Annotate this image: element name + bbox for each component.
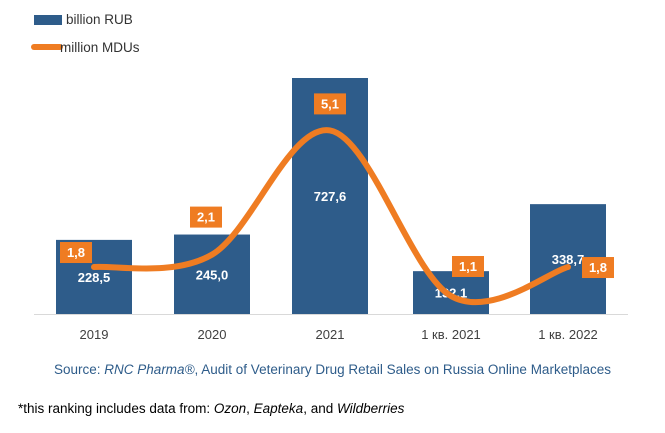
- line-value-label: 5,1: [314, 93, 346, 115]
- bar: [174, 234, 250, 314]
- legend-label-bar: billion RUB: [66, 12, 133, 27]
- legend-label-line: million MDUs: [60, 40, 140, 55]
- line-value-label: 1,8: [60, 242, 92, 264]
- footnote-item-ozon: Ozon: [213, 401, 247, 416]
- source-rest: , Audit of Veterinary Drug Retail Sales …: [194, 362, 611, 377]
- line-value-box: [452, 256, 484, 277]
- bar-value-label: 338,7: [552, 252, 585, 267]
- line-value-label: 1,1: [452, 256, 484, 277]
- line-value-text: 2,1: [197, 210, 215, 225]
- bar-value-label: 245,0: [196, 267, 229, 282]
- line-value-box: [60, 242, 92, 264]
- legend-swatch-bar: [34, 15, 62, 25]
- x-tick-label: 2019: [80, 327, 109, 342]
- source-note: Source: RNC Pharma®, Audit of Veterinary…: [0, 362, 665, 377]
- footnote-item-eapteka: Eapteka: [253, 401, 304, 416]
- line-value-label: 1,8: [582, 257, 614, 279]
- line-value-box: [582, 257, 614, 279]
- series-line: [91, 127, 571, 306]
- line-value-text: 1,1: [459, 259, 477, 274]
- bar: [292, 78, 368, 314]
- source-prefix: Source:: [54, 362, 105, 377]
- line-value-text: 1,8: [67, 245, 85, 260]
- footnote-sep-2: , and: [303, 401, 337, 416]
- footnote-sep-1: ,: [246, 401, 254, 416]
- legend: billion RUB million MDUs: [31, 12, 140, 55]
- x-tick-label: 1 кв. 2022: [538, 327, 598, 342]
- x-tick-label: 2020: [198, 327, 227, 342]
- source-brand: RNC Pharma®: [104, 362, 195, 377]
- x-tick-label: 2021: [316, 327, 345, 342]
- line-value-box: [190, 206, 222, 228]
- footnote-item-wildberries: Wildberries: [336, 401, 405, 416]
- bar-value-label: 228,5: [78, 270, 111, 285]
- line-value-text: 5,1: [321, 96, 339, 111]
- bar-value-label: 727,6: [314, 189, 347, 204]
- line-value-box: [314, 93, 346, 115]
- footnote: *this ranking includes data from: Ozon , …: [18, 401, 404, 416]
- x-tick-label: 1 кв. 2021: [421, 327, 481, 342]
- line-value-text: 1,8: [589, 260, 607, 275]
- footnote-prefix: *this ranking includes data from:: [18, 401, 214, 416]
- line-value-label: 2,1: [190, 206, 222, 228]
